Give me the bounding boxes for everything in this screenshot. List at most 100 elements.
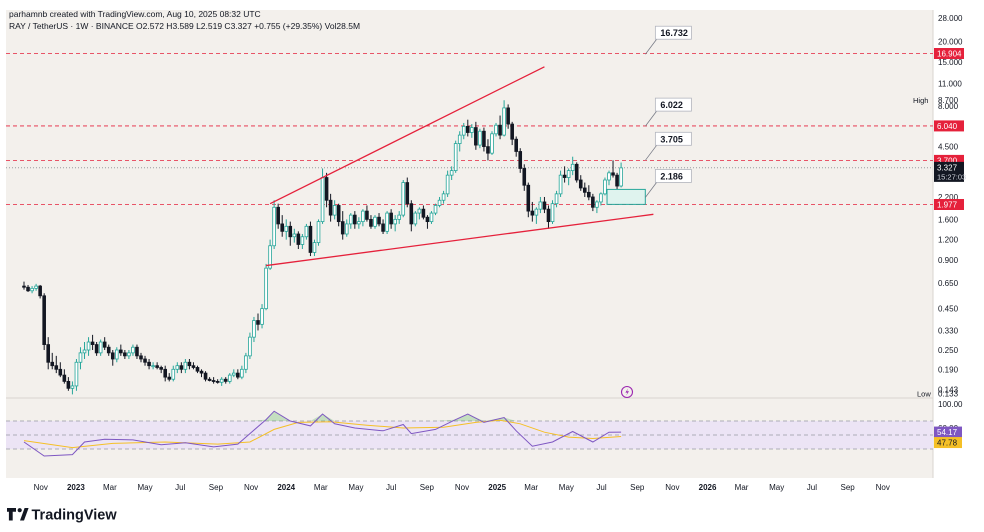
candle-body <box>566 170 571 178</box>
candle-body <box>401 182 406 216</box>
candle <box>389 209 393 229</box>
callout-label: 16.732 <box>660 28 688 38</box>
candle <box>405 177 410 208</box>
candle-body <box>465 125 470 133</box>
candle <box>244 352 248 374</box>
candle-body <box>461 125 466 136</box>
candle-body <box>139 355 143 360</box>
rsi-ma-tag <box>934 437 962 449</box>
x-tick-label: Sep <box>420 483 435 492</box>
candle-body <box>514 138 519 152</box>
candle-body <box>409 203 414 225</box>
candle <box>50 352 55 370</box>
candle-body <box>595 201 599 208</box>
candle-body <box>231 372 236 376</box>
x-tick-label: May <box>137 483 152 492</box>
candle-body <box>587 191 591 198</box>
candle <box>110 349 115 366</box>
candle <box>542 196 547 214</box>
candle-body <box>421 208 426 218</box>
candle-body <box>574 163 579 181</box>
candle <box>607 170 611 186</box>
candle <box>340 211 345 240</box>
candle <box>429 211 434 224</box>
candle <box>570 156 575 176</box>
y-tick-label: 4.500 <box>938 143 959 152</box>
y-tick-label: 0.650 <box>938 279 959 288</box>
candle <box>619 162 623 188</box>
candle <box>522 164 527 191</box>
candle-body <box>66 380 71 389</box>
candle-body <box>78 352 83 363</box>
candle <box>219 377 224 386</box>
tv-logo-dot <box>17 508 22 513</box>
candle-body <box>486 146 490 154</box>
candle <box>223 377 228 384</box>
candle-body <box>46 344 51 363</box>
candle <box>179 362 184 374</box>
tv-logo-slash <box>20 508 29 521</box>
time-axis[interactable]: Nov 2023 Mar May Jul Sep Nov 2024 Mar May Jul Sep No… <box>34 483 890 492</box>
candle-body <box>183 361 188 370</box>
candle <box>131 344 135 356</box>
horizontal-levels <box>6 53 933 205</box>
candle <box>558 170 563 197</box>
candle <box>361 209 365 227</box>
tradingview-logo[interactable]: TradingView <box>6 508 117 524</box>
x-tick-label: Mar <box>735 483 749 492</box>
x-tick-label: 2025 <box>488 483 506 492</box>
candle <box>183 358 188 374</box>
candle <box>470 124 474 138</box>
y-tick-label: 8.000 <box>938 102 959 111</box>
candle-body <box>405 182 410 205</box>
candle <box>102 337 107 350</box>
candle <box>163 365 168 382</box>
candle-body <box>252 320 256 338</box>
y-tick-label: 0.900 <box>938 256 959 265</box>
candle-body <box>30 287 34 292</box>
y-tick-label: 0.143 <box>938 385 959 394</box>
candle-body <box>248 336 252 357</box>
candle <box>421 205 426 220</box>
candle <box>498 115 502 140</box>
callout-pointer <box>645 109 658 127</box>
candle-body <box>615 174 619 187</box>
candle <box>151 362 155 370</box>
candle-body <box>611 172 615 176</box>
x-tick-label: Mar <box>103 483 117 492</box>
candle <box>215 379 220 384</box>
candle <box>308 221 313 257</box>
candle-body <box>357 221 361 225</box>
price-axis[interactable]: 28.00020.00015.00011.0008.0006.0004.5003… <box>913 14 966 449</box>
candle <box>284 219 289 240</box>
symbol-info: RAY / TetherUS · 1W · BINANCE O2.572 H3.… <box>9 21 360 31</box>
x-tick-label: Nov <box>34 483 48 492</box>
candle <box>143 355 147 366</box>
candle-body <box>385 212 389 232</box>
candle <box>147 358 151 370</box>
candle <box>482 127 486 152</box>
candle-body <box>155 365 159 368</box>
candle <box>381 219 385 234</box>
candle-body <box>510 123 514 140</box>
x-tick-label: Sep <box>209 483 224 492</box>
candle <box>292 228 297 243</box>
candle <box>344 219 349 237</box>
candle-body <box>147 361 151 367</box>
candle <box>38 284 42 299</box>
candle <box>328 193 333 222</box>
y-tick-label: 0.330 <box>938 326 959 335</box>
candle-body <box>308 225 313 253</box>
candle <box>58 362 63 378</box>
countdown-label: 15:27:03 <box>937 172 966 181</box>
current-price-tag <box>934 161 964 182</box>
candle <box>324 172 329 208</box>
candle-body <box>353 214 357 225</box>
candle <box>240 365 244 380</box>
lightning-icon[interactable] <box>620 385 634 399</box>
channel-upper-trendline <box>269 66 545 205</box>
candle-body <box>179 365 184 370</box>
price-tag <box>934 198 964 210</box>
candle <box>486 139 490 161</box>
